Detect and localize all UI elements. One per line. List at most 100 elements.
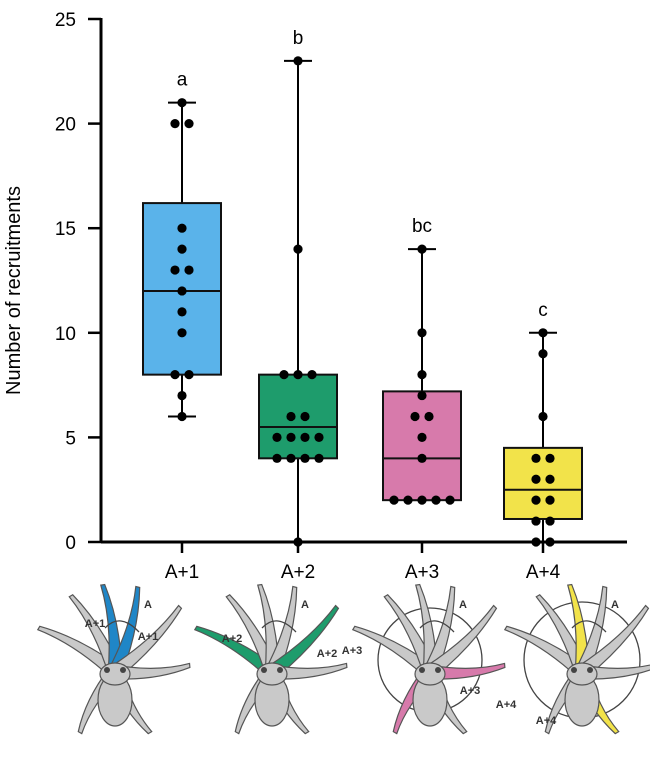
iqr-box <box>503 446 583 520</box>
box-group-a-plus-1: a <box>142 70 222 422</box>
arm-label: A+1 <box>85 618 106 630</box>
data-point <box>286 411 296 422</box>
data-point <box>424 411 434 422</box>
arm <box>535 594 589 677</box>
y-tick-label: 20 <box>55 115 76 136</box>
arm <box>113 662 191 680</box>
data-point <box>293 56 303 66</box>
x-tick-label: A+4 <box>526 562 561 583</box>
octopus-eye <box>120 667 126 673</box>
data-point <box>417 244 427 254</box>
octopus-illustration-3: A A+3 A+3 <box>342 583 506 735</box>
data-point <box>545 537 555 547</box>
data-point <box>545 516 555 526</box>
y-tick-label: 5 <box>65 428 76 449</box>
highlighted-arm <box>266 604 340 678</box>
box-group-a-plus-3: bc <box>382 216 462 505</box>
octopus-illustrations: A A+1 A+1 A A+2 A+2 A A+3 A+3 A A+4 A+4 <box>36 583 650 735</box>
x-tick-label: A+1 <box>165 562 199 583</box>
octopus-head <box>99 662 131 686</box>
arm <box>580 664 650 680</box>
x-tick-label: A+2 <box>281 562 315 583</box>
significance-label: a <box>177 70 188 91</box>
arm <box>225 594 279 677</box>
data-point <box>431 495 441 505</box>
data-point <box>177 244 187 254</box>
octopus-eye <box>261 667 267 673</box>
data-point <box>177 98 187 108</box>
y-tick-label: 25 <box>55 10 76 31</box>
octopus-eye <box>104 667 110 673</box>
data-point <box>410 411 420 422</box>
octopus-eye <box>277 667 283 673</box>
arm <box>576 604 650 678</box>
arm-label: A+3 <box>460 685 481 697</box>
octopus-eye <box>587 667 593 673</box>
data-point <box>389 495 399 505</box>
data-point <box>314 432 324 442</box>
data-point <box>300 432 310 442</box>
highlighted-arm <box>428 662 506 680</box>
arm <box>414 583 438 674</box>
arm <box>351 625 435 680</box>
data-point <box>545 495 555 505</box>
data-point <box>417 370 427 380</box>
octopus-eye <box>571 667 577 673</box>
data-point <box>307 370 317 380</box>
highlighted-arm <box>566 583 590 674</box>
octopus-eye <box>435 667 441 673</box>
octopus-head <box>414 662 446 686</box>
arm-label-a: A <box>611 599 619 611</box>
highlighted-arm <box>99 583 123 674</box>
data-point <box>531 516 541 526</box>
octopus-head <box>256 662 288 686</box>
significance-label: bc <box>412 216 432 237</box>
box-group-a-plus-2: b <box>258 28 338 547</box>
data-point <box>538 328 548 338</box>
arm <box>256 583 280 674</box>
octopus-head <box>566 662 598 686</box>
rotation-arrow <box>571 620 607 633</box>
arm-label: A+4 <box>536 715 557 727</box>
data-point <box>293 370 303 380</box>
octopus-eye <box>419 667 425 673</box>
arm <box>68 594 122 677</box>
data-point <box>177 390 187 401</box>
data-point <box>531 495 541 505</box>
arm <box>503 625 587 680</box>
data-point <box>545 474 555 484</box>
data-point <box>184 265 194 275</box>
arm <box>424 604 498 678</box>
data-point <box>403 495 413 505</box>
data-point <box>538 411 548 422</box>
data-point <box>177 328 187 338</box>
data-point <box>417 453 427 463</box>
iqr-box <box>258 373 338 460</box>
data-point <box>531 474 541 484</box>
data-point <box>286 432 296 442</box>
data-point <box>300 411 310 422</box>
data-point <box>417 432 427 442</box>
arm-label-a: A <box>301 599 309 611</box>
data-point <box>177 223 187 233</box>
data-point <box>293 244 303 254</box>
data-point <box>531 537 541 547</box>
arm-label-a: A <box>459 599 467 611</box>
significance-label: c <box>538 300 548 321</box>
box-group-a-plus-4: c <box>503 300 583 547</box>
data-point <box>417 390 427 401</box>
data-point <box>314 453 324 463</box>
data-point <box>279 370 289 380</box>
data-point <box>272 432 282 442</box>
arm <box>109 604 183 678</box>
arm-label: A+2 <box>317 648 338 660</box>
y-tick-label: 15 <box>55 219 76 240</box>
data-point <box>545 453 555 463</box>
arm-label: A+3 <box>342 645 363 657</box>
arm-label: A+2 <box>222 633 243 645</box>
data-point <box>177 411 187 422</box>
data-point <box>170 119 180 129</box>
plot-area: 0 5 10 15 20 25 Number of recruitments a A+1 b A+2… <box>3 10 627 583</box>
arm <box>383 594 437 677</box>
